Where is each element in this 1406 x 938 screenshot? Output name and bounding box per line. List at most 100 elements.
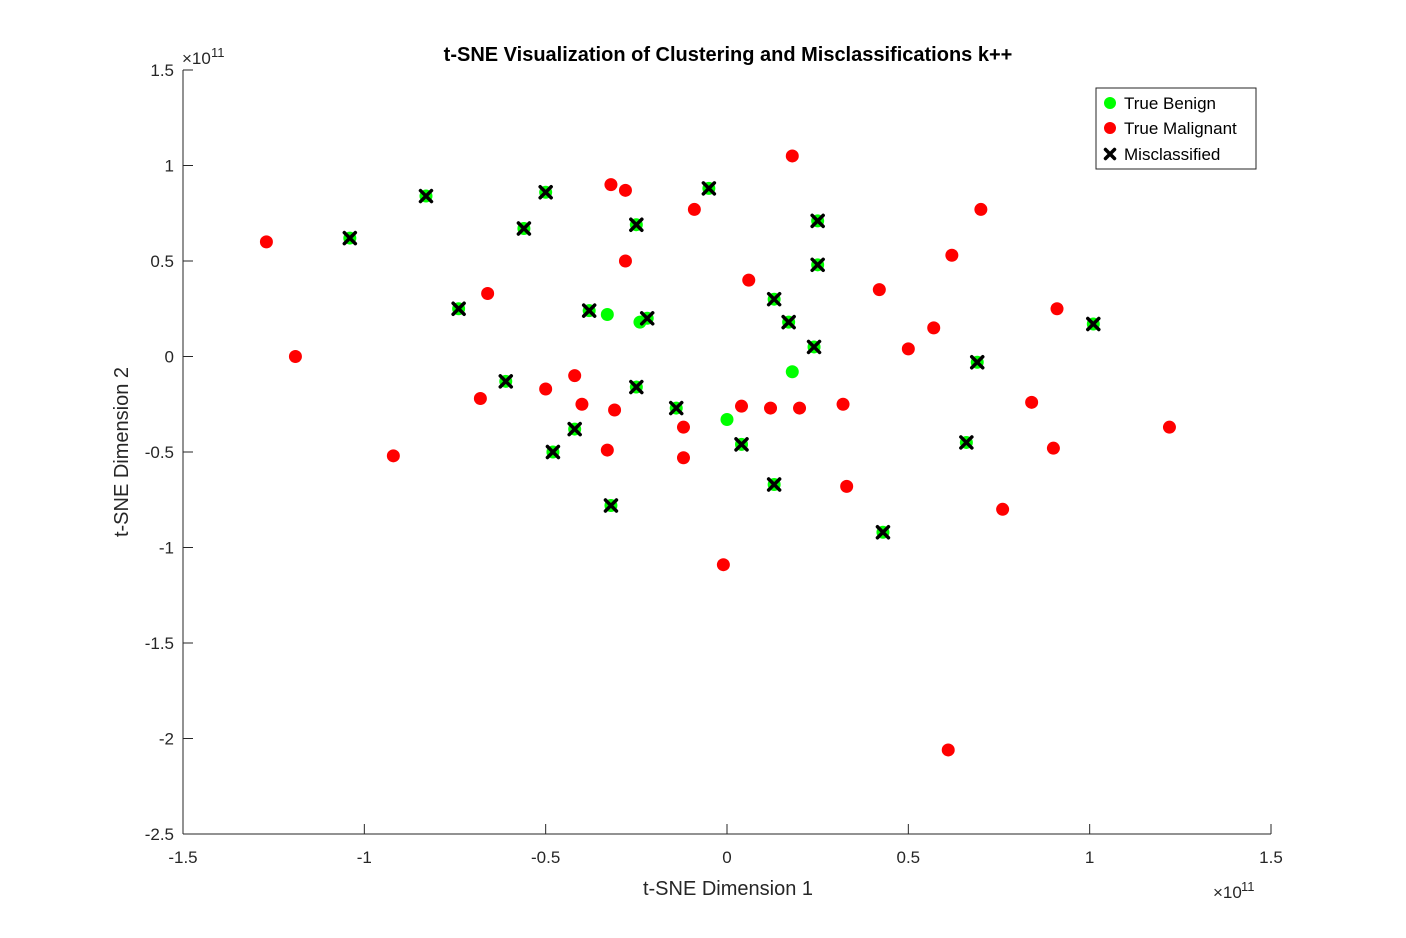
legend-misclassified-marker (1103, 147, 1117, 161)
misclassified-marker (668, 400, 684, 416)
misclassified-marker (451, 301, 466, 316)
malignant-point (1046, 441, 1060, 455)
misclassified-marker-stroke-b (766, 291, 782, 307)
misclassified-marker (545, 444, 561, 460)
misclassified-marker-stroke-b (451, 301, 466, 316)
y-tick-label: 1.5 (150, 61, 174, 80)
misclassified-marker-stroke-b (781, 314, 796, 330)
malignant-point (604, 178, 618, 192)
malignant-point (836, 397, 850, 411)
misclassified-marker-stroke-b (581, 303, 597, 318)
chart-title: t-SNE Visualization of Clustering and Mi… (444, 44, 1013, 66)
series-misclassified (342, 181, 1101, 540)
x-tick-label: 1.5 (1259, 848, 1283, 867)
misclassified-marker (567, 421, 582, 437)
malignant-point (473, 392, 487, 406)
misclassified-marker-stroke-b (629, 379, 644, 395)
misclassified-marker (701, 181, 717, 196)
y-tick-label: 1 (165, 157, 174, 176)
legend-malignant-marker (1104, 122, 1116, 134)
legend-misclassified-x-stroke-b (1103, 147, 1117, 161)
legend-benign-marker (1104, 97, 1116, 109)
legend-misclassified-label: Misclassified (1124, 145, 1220, 164)
malignant-point (996, 502, 1010, 516)
malignant-point (1050, 302, 1064, 316)
x-exponent-base: ×10 (1213, 883, 1242, 902)
misclassified-marker (603, 498, 619, 513)
misclassified-marker-stroke-b (538, 184, 553, 200)
y-tick-label: -2 (159, 730, 174, 749)
misclassified-marker-stroke-b (342, 230, 358, 246)
malignant-point (735, 399, 749, 413)
malignant-point (568, 369, 582, 383)
plot-area (183, 70, 1271, 834)
malignant-point (600, 443, 614, 457)
malignant-point (608, 403, 622, 417)
misclassified-marker (766, 291, 782, 307)
malignant-point (872, 283, 886, 297)
malignant-point (618, 254, 632, 268)
x-exponent-power: 11 (1241, 879, 1255, 894)
malignant-point (676, 451, 690, 465)
misclassified-marker (969, 354, 985, 370)
misclassified-marker-stroke-b (969, 354, 985, 370)
misclassified-marker-stroke-b (806, 339, 822, 355)
benign-point (600, 307, 614, 321)
legend-benign-label: True Benign (1124, 94, 1216, 113)
y-tick-label: -2.5 (145, 825, 174, 844)
ticks: -1.5 -1 -0.5 0 0.5 1 1.5 -2.5 -2 -1.5 -1 -0.5 0 0.5 1 1… (145, 61, 1283, 867)
misclassified-marker (734, 437, 749, 452)
x-tick-label: 0.5 (897, 848, 921, 867)
misclassified-marker (629, 217, 644, 232)
x-tick-label: -1.5 (168, 848, 197, 867)
malignant-point (575, 397, 589, 411)
misclassified-marker-stroke-b (545, 444, 561, 460)
misclassified-marker-stroke-b (959, 435, 974, 450)
series-true-malignant (259, 149, 1176, 757)
misclassified-marker (418, 188, 434, 204)
x-tick-label: -1 (357, 848, 372, 867)
y-tick-label: -1 (159, 539, 174, 558)
malignant-point (764, 401, 778, 415)
misclassified-marker-stroke-b (516, 221, 532, 236)
x-exponent: ×10 11 (1213, 879, 1255, 902)
misclassified-marker (810, 213, 825, 229)
misclassified-marker-stroke-b (498, 374, 514, 389)
y-tick-label: 0 (165, 348, 174, 367)
malignant-point (539, 382, 553, 396)
misclassified-marker (516, 221, 532, 236)
misclassified-marker-stroke-b (603, 498, 619, 513)
malignant-point (259, 235, 273, 249)
misclassified-marker (639, 311, 655, 326)
malignant-point (481, 286, 495, 300)
legend: True Benign True Malignant Misclassified (1095, 87, 1257, 170)
data-marks (259, 149, 1176, 757)
malignant-point (618, 183, 632, 197)
misclassified-marker (342, 230, 358, 246)
legend-box (1095, 87, 1257, 170)
misclassified-marker (806, 339, 822, 355)
malignant-point (1162, 420, 1176, 434)
misclassified-marker (959, 435, 974, 450)
misclassified-marker (1086, 316, 1101, 332)
misclassified-marker-stroke-b (567, 421, 582, 437)
misclassified-marker-stroke-b (629, 217, 644, 232)
malignant-point (793, 401, 807, 415)
misclassified-marker (810, 257, 825, 273)
malignant-point (288, 350, 302, 363)
misclassified-marker (875, 524, 891, 540)
misclassified-marker-stroke-b (810, 213, 825, 229)
misclassified-marker-stroke-b (1086, 316, 1101, 332)
legend-malignant-label: True Malignant (1124, 119, 1237, 138)
malignant-point (941, 743, 955, 757)
y-tick-label: -1.5 (145, 634, 174, 653)
y-axis-label: t-SNE Dimension 2 (111, 367, 133, 537)
malignant-point (1025, 395, 1039, 409)
malignant-point (785, 149, 799, 163)
malignant-point (386, 449, 400, 463)
x-axis-label: t-SNE Dimension 1 (643, 878, 813, 900)
misclassified-marker-stroke-b (810, 257, 825, 273)
misclassified-marker (581, 303, 597, 318)
